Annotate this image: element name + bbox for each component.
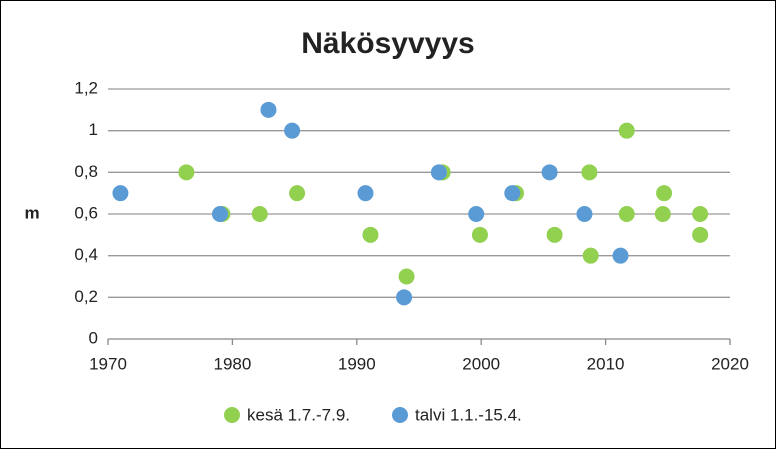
point — [471, 226, 488, 243]
point — [284, 122, 301, 139]
point — [576, 206, 593, 222]
x-tick-label: 2020 — [711, 354, 749, 373]
point — [504, 185, 521, 202]
legend-marker — [392, 407, 408, 423]
x-tick-label: 1990 — [338, 354, 376, 373]
point — [541, 164, 558, 181]
point — [211, 206, 228, 222]
chart-title: Näkösyvyys — [301, 27, 474, 60]
y-tick-label: 0,6 — [74, 203, 98, 222]
point — [582, 247, 599, 264]
y-tick-label: 1,2 — [74, 78, 98, 97]
point — [112, 185, 129, 202]
point — [362, 226, 379, 243]
x-tick-label: 2000 — [462, 354, 500, 373]
x-tick-label: 1980 — [213, 354, 251, 373]
point — [581, 164, 598, 181]
point — [468, 206, 485, 222]
x-tick-label: 2010 — [587, 354, 625, 373]
point — [618, 206, 635, 222]
y-tick-label: 0 — [89, 328, 98, 347]
point — [357, 185, 374, 202]
point — [178, 164, 195, 181]
point — [396, 289, 413, 306]
point — [654, 206, 671, 222]
point — [398, 268, 415, 285]
y-tick-label: 0,8 — [74, 162, 98, 181]
point — [612, 247, 629, 264]
point — [251, 206, 268, 222]
y-tick-label: 1 — [89, 120, 98, 139]
point — [260, 101, 277, 118]
y-tick-label: 0,4 — [74, 245, 98, 264]
point — [546, 226, 563, 243]
x-tick-label: 1970 — [89, 354, 127, 373]
y-tick-label: 0,2 — [74, 287, 98, 306]
point — [656, 185, 673, 202]
legend-marker — [224, 407, 240, 423]
legend-label: kesä 1.7.-7.9. — [247, 405, 350, 424]
point — [618, 122, 635, 139]
point — [692, 226, 709, 243]
y-axis-label: m — [24, 203, 39, 222]
legend-label: talvi 1.1.-15.4. — [415, 405, 522, 424]
point — [289, 185, 306, 202]
point — [430, 164, 447, 181]
point — [692, 206, 709, 222]
